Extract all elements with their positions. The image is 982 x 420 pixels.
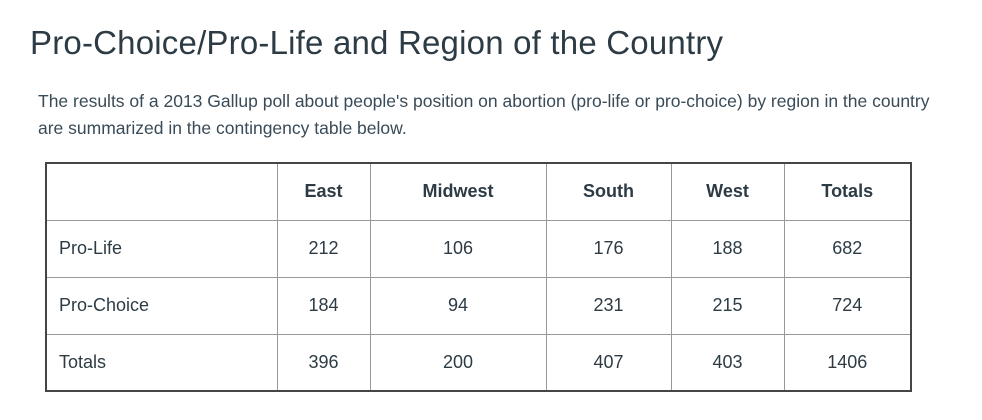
table-header-west: West xyxy=(670,162,785,221)
table-cell: 200 xyxy=(369,333,547,392)
table-cell: 396 xyxy=(276,333,371,392)
table-header-empty xyxy=(45,162,278,221)
table-header-south: South xyxy=(545,162,672,221)
row-label: Pro-Choice xyxy=(45,276,278,335)
table-cell: 106 xyxy=(369,219,547,278)
table-cell: 212 xyxy=(276,219,371,278)
table-header-east: East xyxy=(276,162,371,221)
table-row-pro-choice: Pro-Choice 184 94 231 215 724 xyxy=(45,276,912,335)
contingency-table: East Midwest South West Totals Pro-Life … xyxy=(45,162,912,392)
table-cell: 407 xyxy=(545,333,672,392)
table-cell: 188 xyxy=(670,219,785,278)
table-cell: 1406 xyxy=(783,333,912,392)
table-header-totals: Totals xyxy=(783,162,912,221)
table-cell: 724 xyxy=(783,276,912,335)
table-cell: 682 xyxy=(783,219,912,278)
table-cell: 94 xyxy=(369,276,547,335)
table-header-midwest: Midwest xyxy=(369,162,547,221)
table-cell: 184 xyxy=(276,276,371,335)
table-cell: 403 xyxy=(670,333,785,392)
table-row-totals: Totals 396 200 407 403 1406 xyxy=(45,333,912,392)
table-cell: 176 xyxy=(545,219,672,278)
row-label: Pro-Life xyxy=(45,219,278,278)
table-cell: 231 xyxy=(545,276,672,335)
page-title: Pro-Choice/Pro-Life and Region of the Co… xyxy=(30,24,724,61)
table-cell: 215 xyxy=(670,276,785,335)
table-row-pro-life: Pro-Life 212 106 176 188 682 xyxy=(45,219,912,278)
page-description: The results of a 2013 Gallup poll about … xyxy=(38,91,930,138)
row-label: Totals xyxy=(45,333,278,392)
table-header-row: East Midwest South West Totals xyxy=(45,162,912,221)
